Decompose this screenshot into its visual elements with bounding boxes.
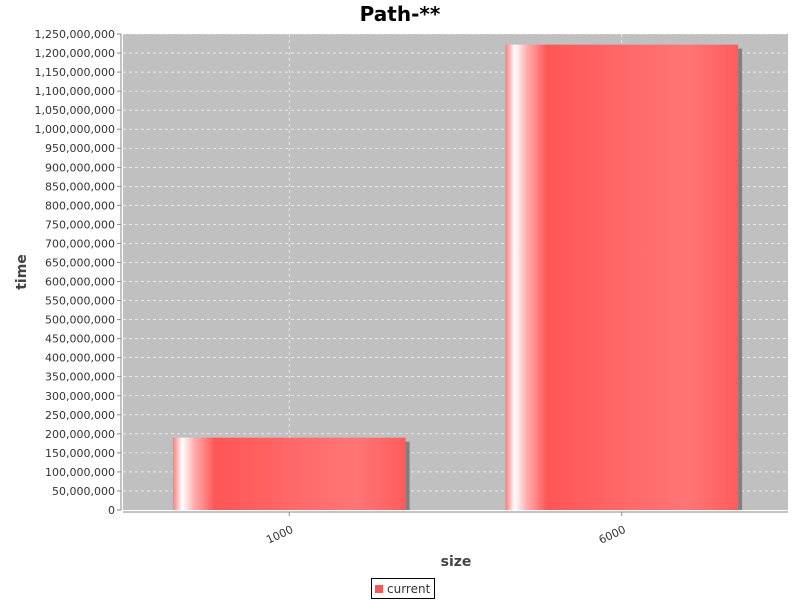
y-tick-label: 600,000,000 (45, 276, 115, 289)
legend: current (371, 578, 436, 599)
bar (172, 437, 406, 510)
y-tick-label: 400,000,000 (45, 352, 115, 365)
y-tick-label: 950,000,000 (45, 142, 115, 155)
y-tick-label: 750,000,000 (45, 218, 115, 231)
y-tick-label: 250,000,000 (45, 409, 115, 422)
y-tick-label: 500,000,000 (45, 314, 115, 327)
y-tick-label: 150,000,000 (45, 447, 115, 460)
y-tick-label: 450,000,000 (45, 333, 115, 346)
y-tick-label: 800,000,000 (45, 199, 115, 212)
y-tick-label: 50,000,000 (52, 485, 115, 498)
x-tick-label: 1000 (264, 523, 295, 547)
y-tick-label: 900,000,000 (45, 161, 115, 174)
x-axis-label: size (441, 554, 472, 570)
y-tick-label: 100,000,000 (45, 466, 115, 479)
y-axis-ticks: 0 50,000,000 100,000,000 150,000,000 200,000… (35, 28, 121, 517)
y-tick-label: 300,000,000 (45, 390, 115, 403)
y-tick-label: 350,000,000 (45, 371, 115, 384)
bar (505, 44, 739, 510)
y-axis-label: time (14, 254, 30, 290)
y-tick-label: 200,000,000 (45, 428, 115, 441)
bars (172, 44, 743, 510)
x-tick-label: 6000 (597, 523, 628, 547)
y-tick-label: 1,200,000,000 (35, 47, 115, 60)
x-axis-ticks: 1000 6000 (264, 512, 628, 547)
y-tick-label: 1,000,000,000 (35, 123, 115, 136)
y-tick-label: 1,100,000,000 (35, 85, 115, 98)
y-tick-label: 1,050,000,000 (35, 104, 115, 117)
y-tick-label: 0 (108, 504, 115, 517)
legend-swatch (375, 584, 383, 593)
legend-label: current (387, 581, 431, 596)
y-tick-label: 550,000,000 (45, 295, 115, 308)
y-tick-label: 1,250,000,000 (35, 28, 115, 41)
chart-title: Path-** (359, 2, 441, 26)
y-tick-label: 650,000,000 (45, 256, 115, 269)
y-tick-label: 850,000,000 (45, 180, 115, 193)
y-tick-label: 700,000,000 (45, 237, 115, 250)
y-tick-label: 1,150,000,000 (35, 66, 115, 79)
